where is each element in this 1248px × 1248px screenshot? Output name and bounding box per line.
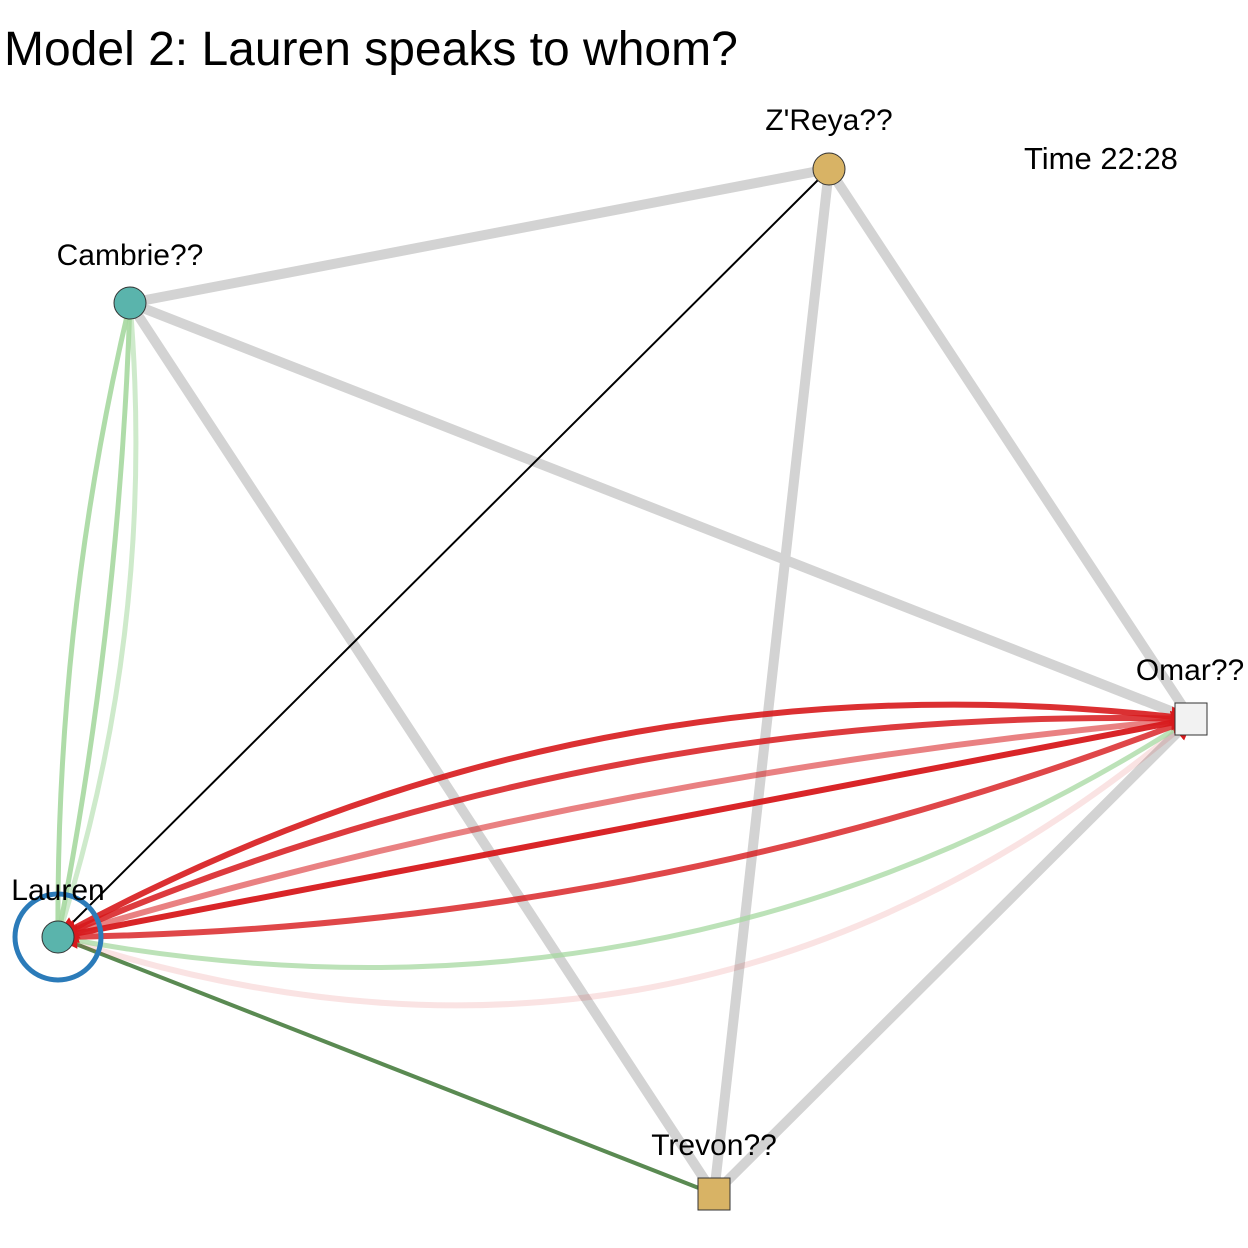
chart-title: Model 2: Lauren speaks to whom? xyxy=(4,23,738,76)
edge-lauren-cambrie-green xyxy=(55,300,133,940)
focus-ring xyxy=(12,891,104,983)
node-label-zreya: Z'Reya?? xyxy=(765,104,892,137)
edges-layer xyxy=(53,164,1196,1199)
time-label: Time 22:28 xyxy=(1024,141,1178,176)
node-label-trevon: Trevon?? xyxy=(651,1129,777,1162)
node-label-lauren: Lauren xyxy=(11,874,104,907)
edge-lauren-zreya-proposed xyxy=(57,168,830,938)
edge-lauren-omar-red xyxy=(55,710,1196,940)
edge-zreya-trevon-background xyxy=(709,164,834,1199)
edge-lauren-cambrie-green xyxy=(55,300,139,940)
edge-lauren-omar-red xyxy=(55,706,1196,940)
node-lauren[interactable]: Lauren xyxy=(11,874,105,983)
node-marker-trevon xyxy=(697,1177,731,1211)
edge-cambrie-omar-background xyxy=(125,298,1196,724)
edge-omar-lauren-red xyxy=(53,716,1194,944)
edge-omar-lauren-red xyxy=(53,701,1194,940)
nodes-layer: Lauren Cambrie?? Z'Reya?? Omar?? Trevon?? xyxy=(11,104,1244,1211)
edge-lauren-cambrie-green xyxy=(55,300,133,940)
node-marker-lauren xyxy=(41,920,75,954)
node-trevon[interactable]: Trevon?? xyxy=(651,1129,777,1211)
node-label-omar: Omar?? xyxy=(1136,654,1244,687)
edge-lauren-omar-green xyxy=(55,716,1194,971)
node-label-cambrie: Cambrie?? xyxy=(57,239,204,272)
edge-cambrie-zreya-background xyxy=(125,164,834,308)
edge-cambrie-trevon-background xyxy=(125,298,719,1199)
edge-omar-trevon-background xyxy=(709,714,1196,1199)
node-marker-cambrie xyxy=(113,286,147,320)
node-zreya[interactable]: Z'Reya?? xyxy=(765,104,893,186)
node-marker-omar xyxy=(1174,702,1208,736)
edge-lauren-omar-red xyxy=(55,715,1195,1009)
edge-lauren-trevon-dark_green xyxy=(56,935,716,1196)
edge-omar-lauren-red xyxy=(53,716,1194,949)
node-cambrie[interactable]: Cambrie?? xyxy=(57,239,204,320)
node-omar[interactable]: Omar?? xyxy=(1136,654,1244,736)
node-marker-zreya xyxy=(812,152,846,186)
edge-zreya-omar-background xyxy=(824,164,1196,724)
